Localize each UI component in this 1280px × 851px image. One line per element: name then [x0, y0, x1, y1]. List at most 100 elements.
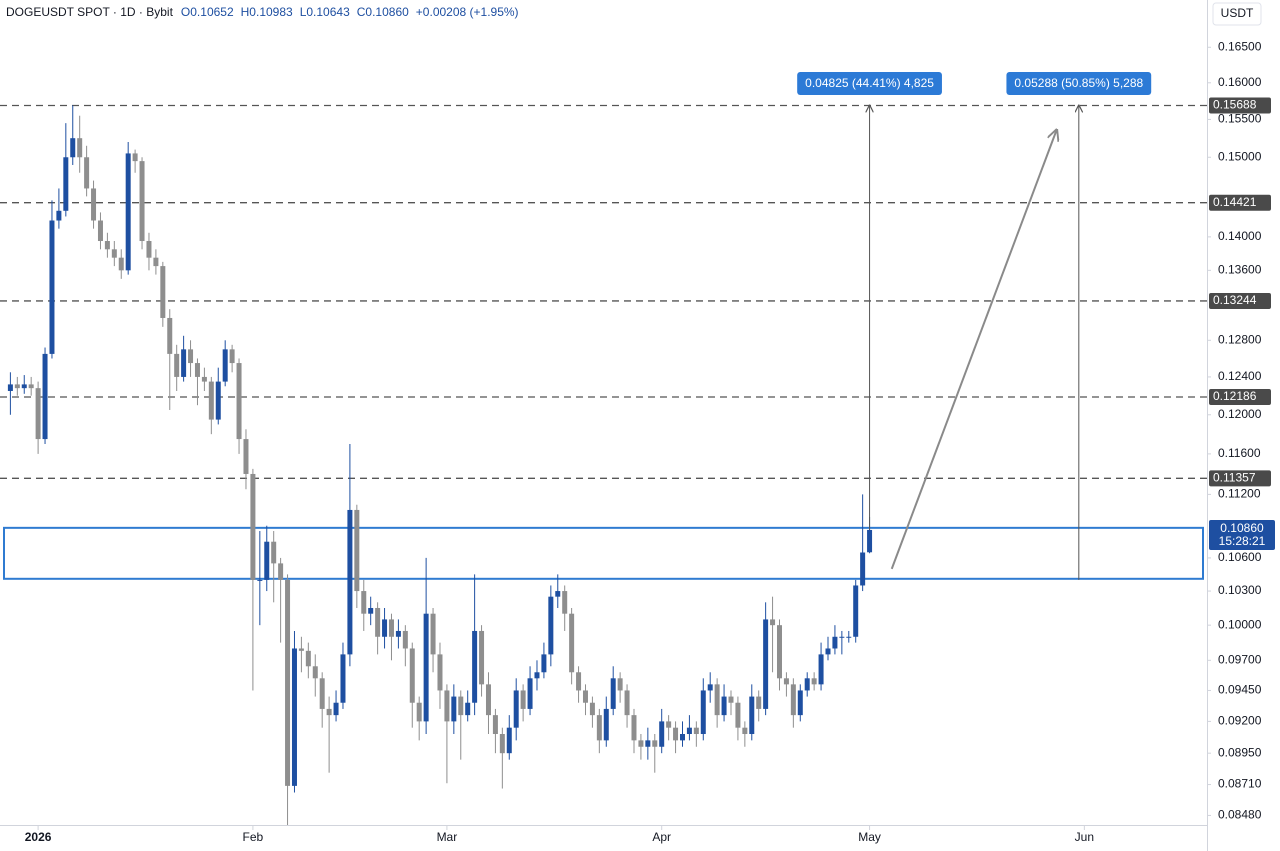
candle-body [458, 696, 464, 716]
candle-body [499, 734, 505, 754]
y-tick-label: 0.15500 [1218, 112, 1262, 126]
change: +0.00208 (+1.95%) [416, 5, 519, 19]
candle-body [91, 188, 97, 221]
candle-body [555, 591, 561, 597]
measure-label: 0.04825 (44.41%) 4,825 [805, 76, 934, 90]
last-price: 0.10860 [1220, 521, 1264, 535]
candle-body [867, 529, 873, 553]
candle-body [409, 648, 415, 703]
candle-body [728, 696, 734, 703]
candle-body [257, 579, 263, 581]
candle-body [749, 696, 755, 735]
candle-body [541, 654, 547, 673]
candle-body [839, 636, 845, 638]
candle-body [382, 619, 388, 637]
candle-body [160, 266, 166, 318]
measure-label: 0.05288 (50.85%) 5,288 [1014, 76, 1143, 90]
y-tick-label: 0.12000 [1218, 407, 1262, 421]
level-label: 0.13244 [1213, 293, 1257, 307]
candle-body [860, 552, 866, 586]
candle-body [56, 210, 62, 221]
y-tick-label: 0.08710 [1218, 777, 1262, 791]
candle-body [617, 678, 623, 691]
header: DOGEUSDT SPOT · 1D · Bybit [6, 5, 174, 19]
measure-label-box [1006, 72, 1152, 95]
candle-body [776, 625, 782, 679]
candle-body [818, 654, 824, 685]
candle-body [42, 353, 48, 440]
candle-body [118, 257, 124, 271]
candle-body [21, 384, 27, 389]
candle-body [783, 678, 789, 685]
candle-body [188, 349, 194, 364]
candle-body [395, 630, 401, 637]
candle-body [333, 702, 339, 716]
candle-body [298, 648, 304, 651]
candle-body [700, 690, 706, 735]
candle-body [645, 740, 651, 747]
level-label: 0.14421 [1213, 195, 1257, 209]
currency[interactable]: USDT [1221, 6, 1254, 20]
x-tick-label: Apr [652, 830, 671, 844]
candle-body [278, 563, 284, 580]
candle-body [264, 541, 270, 580]
candle-body [797, 690, 803, 716]
candle-body [340, 654, 346, 703]
candle-body [361, 591, 367, 614]
candle-body [125, 153, 131, 271]
y-tick-label: 0.15000 [1218, 149, 1262, 163]
candle-body [492, 715, 498, 735]
ohlc-value: H0.10983 [241, 5, 293, 19]
candle-body [811, 678, 817, 685]
candle-body [610, 678, 616, 709]
candle-body [465, 702, 471, 716]
candle-body [603, 708, 609, 741]
candle-body [451, 696, 457, 722]
candle-body [153, 257, 159, 267]
y-tick-label: 0.09200 [1218, 714, 1262, 728]
candle-body [271, 541, 277, 564]
candle-body [423, 613, 429, 722]
candle-body [208, 381, 214, 420]
candle-body [222, 349, 228, 382]
candle-body [714, 684, 720, 716]
x-tick-label: May [858, 830, 881, 844]
candle-body [388, 619, 394, 637]
candle-body [721, 696, 727, 716]
candle-body [631, 715, 637, 741]
candle-body [534, 672, 540, 679]
candle-body [596, 715, 602, 741]
last-price-badge [1209, 519, 1275, 550]
candle-body [104, 241, 110, 250]
currency-box[interactable] [1212, 2, 1262, 26]
candle-body [437, 654, 443, 691]
symbol: DOGEUSDT SPOT · 1D · Bybit [6, 5, 174, 19]
candle-body [416, 702, 422, 722]
candle-body [181, 349, 187, 377]
candle-body [666, 721, 672, 728]
candle-body [354, 509, 360, 592]
y-tick-label: 0.08480 [1218, 808, 1262, 822]
y-tick-label: 0.11600 [1218, 446, 1261, 460]
candle-body [430, 613, 436, 655]
projection-arrow [890, 130, 1057, 570]
candle-body [756, 696, 762, 709]
candle-body [77, 138, 83, 158]
candle-body [229, 349, 235, 364]
candle-body [326, 708, 332, 716]
candle-body [14, 384, 20, 389]
y-tick-label: 0.09700 [1218, 652, 1262, 666]
candle-body [673, 727, 679, 741]
y-tick-label: 0.12400 [1218, 369, 1262, 383]
y-tick-label: 0.10600 [1218, 550, 1262, 564]
candle-body [548, 596, 554, 655]
candle-body [853, 585, 859, 637]
candle-body [735, 702, 741, 728]
candle-body [686, 727, 692, 735]
candle-body [111, 249, 117, 258]
candle-body [7, 384, 13, 391]
measure-label-box [797, 72, 942, 95]
candle-body [582, 690, 588, 703]
